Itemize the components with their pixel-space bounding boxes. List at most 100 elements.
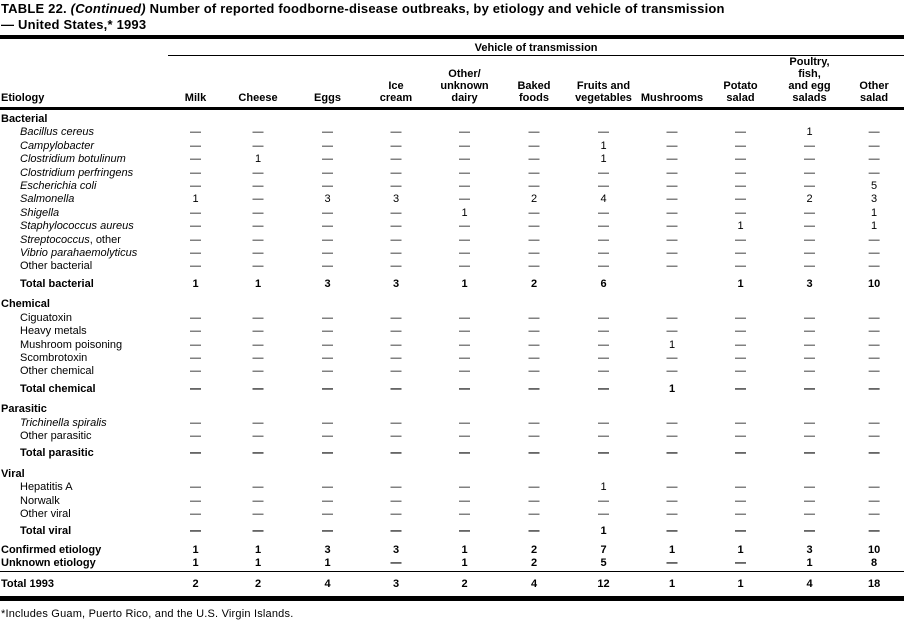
data-table: Vehicle of transmission Etiology Milk Che… [0,39,904,596]
etiology-label-text: Bacillus cereus [20,126,94,139]
cell-poultry-fish-and-egg-salads: 4 [775,570,844,596]
cell-cheese: — [252,325,264,338]
cell-poultry-fish-and-egg-salads: — [804,233,815,246]
cell-ice-cream: — [390,180,402,193]
etiology-label-text: Escherichia coli [20,180,97,193]
cell-poultry-fish-and-egg-salads: 3 [806,543,813,556]
cell-potato-salad: — [735,206,746,219]
cell-ice-cream: — [390,311,402,324]
cell-potato-salad: — [735,447,746,460]
divider-top [0,35,904,39]
cell-baked-foods: 4 [499,570,569,596]
cell-fruits-and-vegetables: — [598,180,609,193]
etiology-label-text: Clostridium perfringens [20,166,134,179]
cell-fruits-and-vegetables: 1 [600,525,607,538]
etiology-label: Chemical [0,291,904,311]
group-header-spacer [0,39,168,56]
cell-other-salad: — [868,494,880,507]
column-header-mushrooms: Mushrooms [638,55,706,110]
cell-fruits-and-vegetables: — [598,166,609,179]
cell-other-unknown-dairy: — [459,525,470,538]
cell-other-salad: — [868,325,880,338]
cell-mushrooms: — [666,166,678,179]
cell-other-salad: 1 [871,220,878,233]
cell-mushrooms: — [666,126,678,139]
cell-eggs: — [322,494,333,507]
cell-mushrooms: — [666,525,678,538]
cell-cheese: 1 [254,277,262,290]
cell-poultry-fish-and-egg-salads: — [804,429,815,442]
cell-other-salad: — [868,507,880,520]
cell-potato-salad: — [735,494,746,507]
etiology-label-text: Total parasitic [20,447,94,460]
cell-poultry-fish-and-egg-salads: — [804,260,815,273]
etiology-label-text: Total 1993 [1,577,54,590]
cell-fruits-and-vegetables: 1 [600,481,607,494]
cell-poultry-fish-and-egg-salads: — [804,325,815,338]
row-unknown-etiology: Unknown etiology 1 1 1 — 1 2 5 — — 1 8 [0,557,904,571]
cell-other-salad: 8 [871,557,878,570]
etiology-label-text: Other parasitic [20,429,92,442]
cell-baked-foods: — [528,220,540,233]
cell-milk: — [190,382,201,395]
cell-cheese: 1 [254,543,262,556]
cell-fruits-and-vegetables: — [598,429,609,442]
cell-poultry-fish-and-egg-salads: 3 [806,277,813,290]
cell-milk: — [190,447,201,460]
cell-fruits-and-vegetables: — [598,247,609,260]
row-staphylococcus-aureus: Staphylococcus aureus — — — — — — — — 1 — 1 [0,220,904,233]
cell-ice-cream: — [390,206,402,219]
cell-baked-foods: — [528,365,540,378]
cell-other-salad: — [868,416,880,429]
cell-mushrooms: 1 [668,543,676,556]
cell-mushrooms: — [666,193,678,206]
cell-milk: — [190,220,201,233]
cell-mushrooms: — [666,180,678,193]
cell-ice-cream: — [390,126,402,139]
column-header-row: Etiology Milk Cheese Eggs Ice cream Other/ u… [0,55,904,110]
cell-baked-foods: — [528,416,540,429]
etiology-label: Other chemical [0,365,168,378]
row-ciguatoxin: Ciguatoxin — — — — — — — — — — — [0,312,904,325]
cell-other-unknown-dairy: — [459,416,470,429]
cell-potato-salad: — [735,126,746,139]
cell-potato-salad: — [735,557,746,570]
etiology-label-text: Trichinella spiralis [20,416,107,429]
cell-fruits-and-vegetables: — [598,416,609,429]
cell-fruits-and-vegetables: — [598,494,609,507]
cell-fruits-and-vegetables: — [598,338,609,351]
cell-poultry-fish-and-egg-salads: 2 [806,193,813,206]
cell-other-salad: — [868,447,880,460]
cell-eggs: — [322,206,333,219]
cell-potato-salad: — [735,260,746,273]
cell-ice-cream: — [390,338,402,351]
cell-other-salad: — [868,166,880,179]
cell-cheese: — [252,126,264,139]
cell-eggs: — [322,382,333,395]
etiology-label-text: Clostridium botulinum [20,153,126,166]
cell-ice-cream: — [390,233,402,246]
row-norwalk: Norwalk — — — — — — — — — — — [0,495,904,508]
row-campylobacter: Campylobacter — — — — — — 1 — — — — [0,140,904,153]
cell-eggs: — [322,365,333,378]
cell-other-unknown-dairy: — [459,429,470,442]
cell-other-unknown-dairy: — [459,325,470,338]
etiology-label: Mushroom poisoning [0,339,168,352]
cell-baked-foods: 2 [530,193,538,206]
cell-mushrooms: — [666,481,678,494]
cell-poultry-fish-and-egg-salads: — [804,139,815,152]
cell-baked-foods: — [528,180,540,193]
etiology-label: Total parasitic [0,443,168,460]
cell-eggs: — [322,220,333,233]
cell-poultry-fish-and-egg-salads: — [804,351,815,364]
cell-ice-cream: — [390,507,402,520]
cell-eggs: — [322,481,333,494]
row-shigella: Shigella — — — — 1 — — — — — 1 [0,207,904,220]
cell-other-salad: — [868,351,880,364]
cell-milk: — [190,311,201,324]
cell-other-salad: 18 [844,570,904,596]
cell-eggs: — [322,233,333,246]
row-salmonella: Salmonella 1 — 3 3 — 2 4 — — 2 3 [0,193,904,206]
row-chemical: Chemical [0,291,904,311]
cell-ice-cream: — [390,525,402,538]
